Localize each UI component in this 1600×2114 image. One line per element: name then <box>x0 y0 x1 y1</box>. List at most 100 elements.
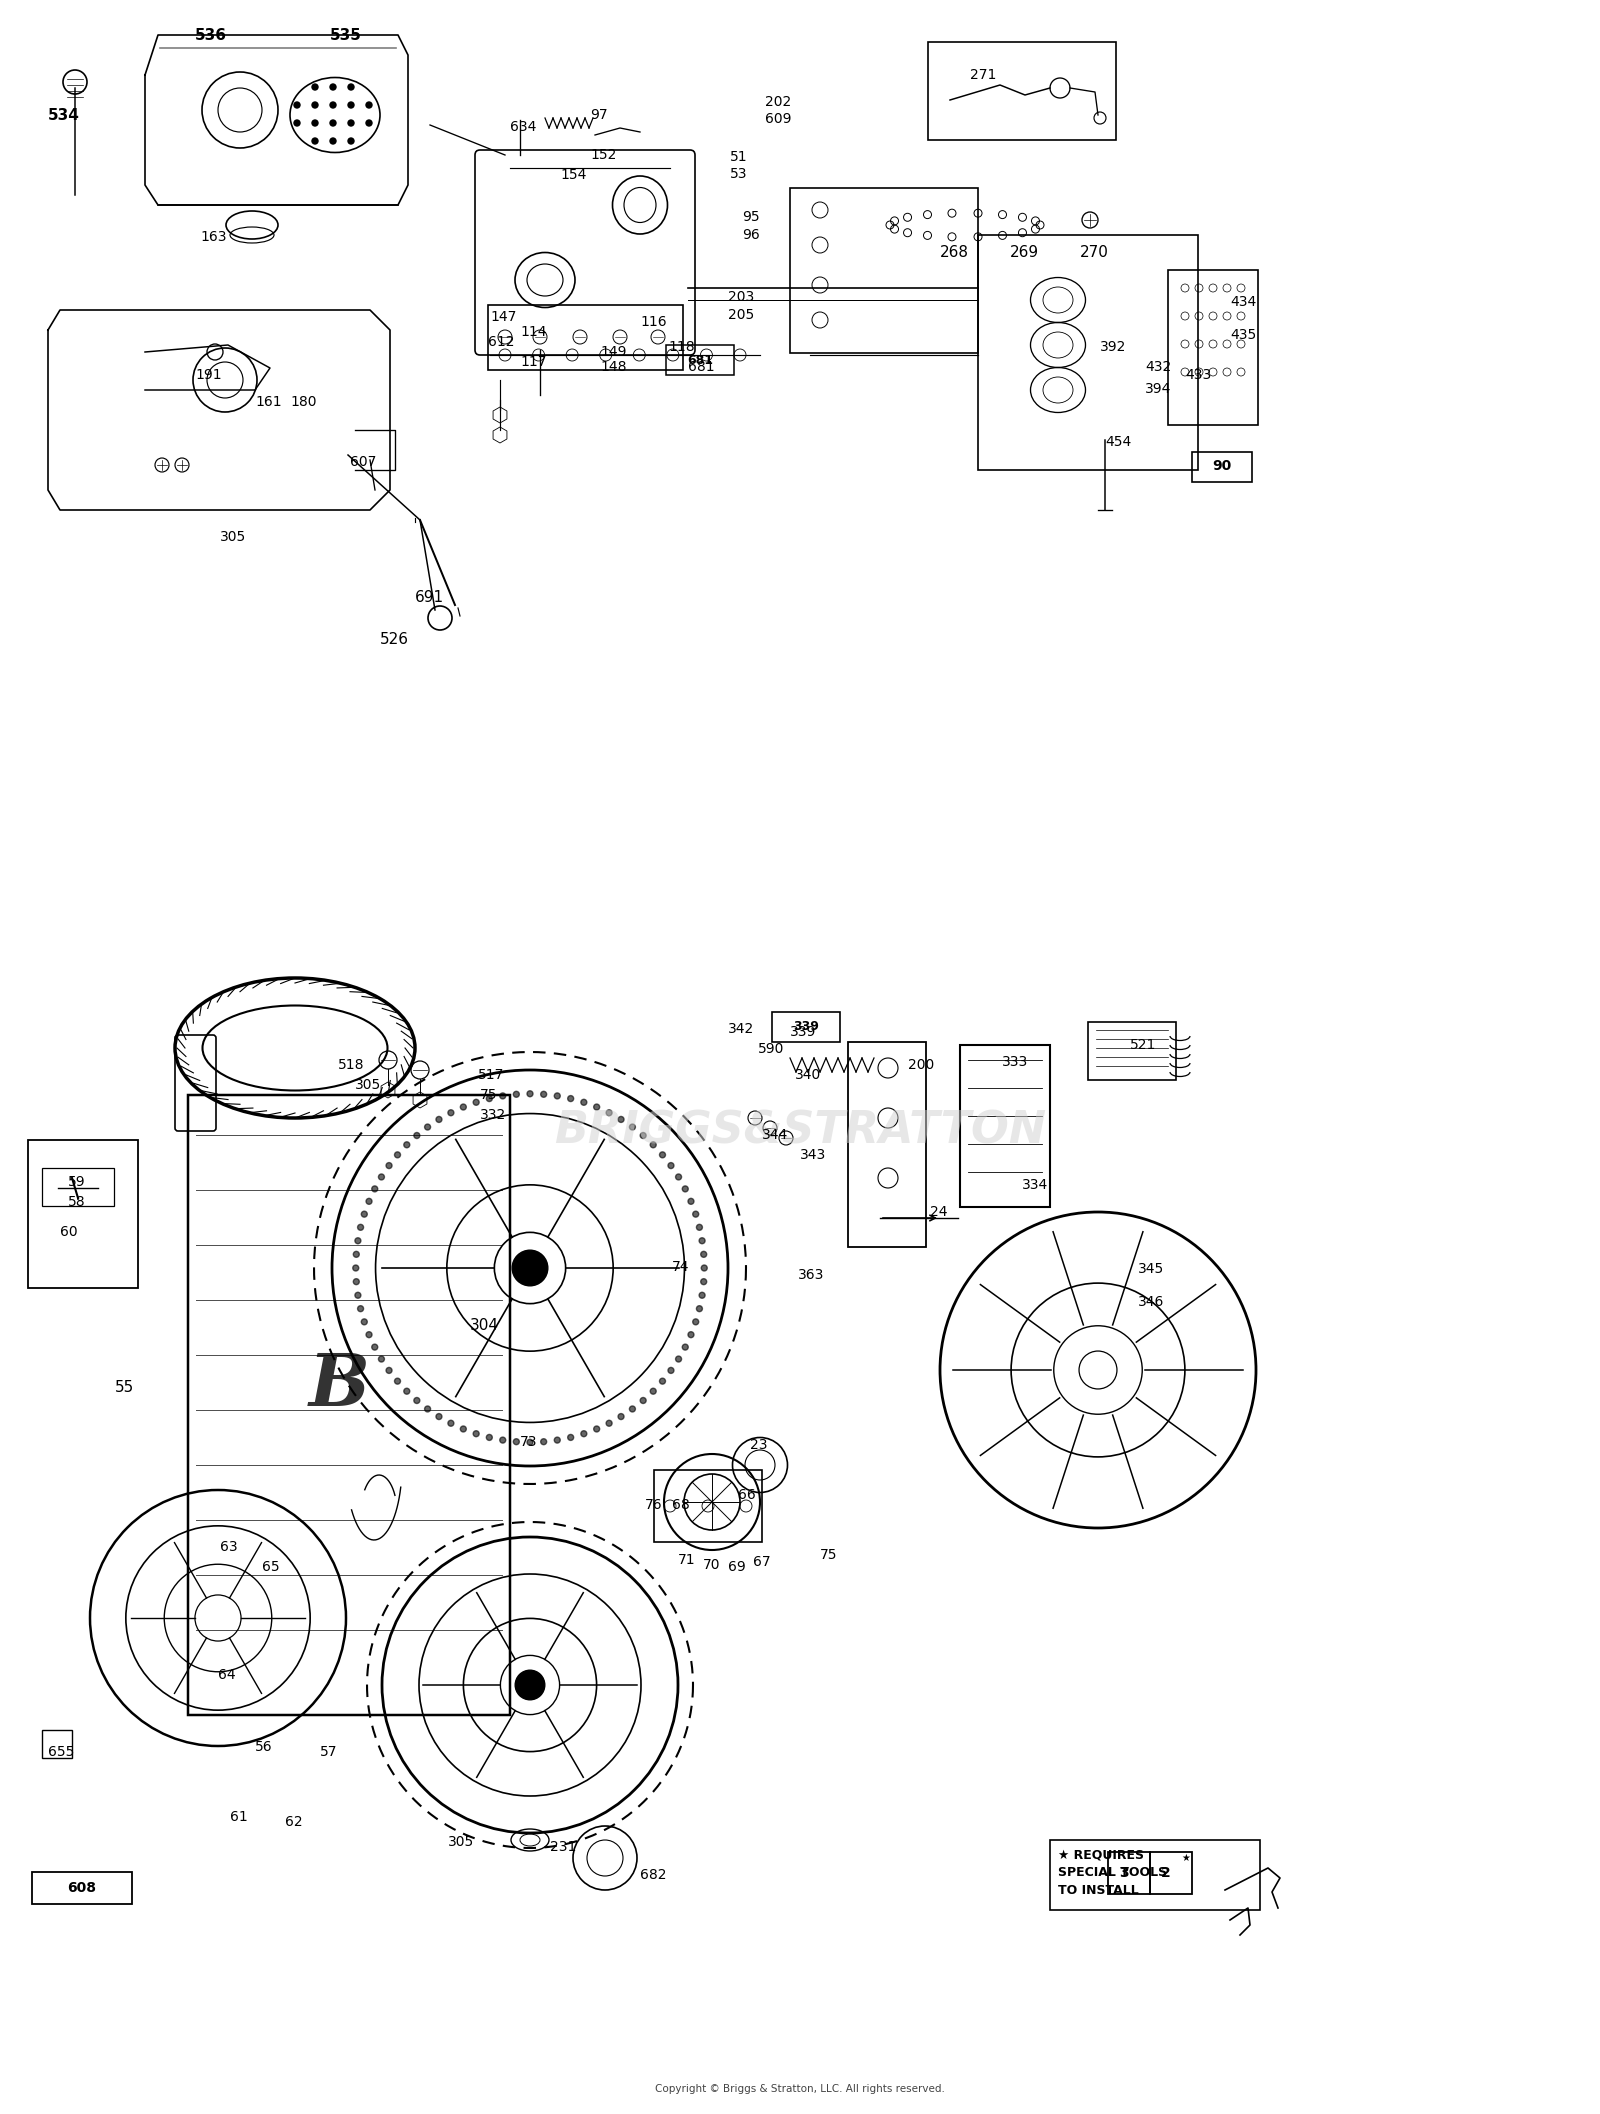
Text: 114: 114 <box>520 326 547 338</box>
Circle shape <box>514 1091 520 1097</box>
Circle shape <box>650 1389 656 1395</box>
Text: 97: 97 <box>590 108 608 123</box>
Text: 58: 58 <box>67 1194 86 1209</box>
Circle shape <box>357 1306 363 1311</box>
Circle shape <box>693 1211 699 1218</box>
Circle shape <box>693 1319 699 1325</box>
Circle shape <box>515 1670 544 1700</box>
Text: 609: 609 <box>765 112 792 127</box>
Circle shape <box>461 1427 466 1431</box>
Circle shape <box>581 1099 587 1106</box>
Text: 23: 23 <box>750 1438 768 1452</box>
Text: 634: 634 <box>510 120 536 133</box>
Text: 147: 147 <box>490 311 517 323</box>
Text: 304: 304 <box>470 1317 499 1334</box>
Circle shape <box>330 120 336 127</box>
Text: 517: 517 <box>478 1068 504 1082</box>
Text: 269: 269 <box>1010 245 1038 260</box>
Circle shape <box>514 1440 520 1444</box>
Circle shape <box>371 1345 378 1351</box>
Text: BRIGGS&STRATTON: BRIGGS&STRATTON <box>554 1110 1046 1152</box>
Circle shape <box>701 1264 707 1271</box>
Text: 73: 73 <box>520 1435 538 1448</box>
Circle shape <box>448 1421 454 1427</box>
Circle shape <box>526 1091 533 1097</box>
Circle shape <box>312 85 318 91</box>
Text: 305: 305 <box>221 531 246 543</box>
Circle shape <box>448 1110 454 1116</box>
Text: 60: 60 <box>61 1224 78 1239</box>
Text: 612: 612 <box>488 334 515 349</box>
Circle shape <box>594 1104 600 1110</box>
Text: 69: 69 <box>728 1560 746 1575</box>
Circle shape <box>379 1173 384 1180</box>
Circle shape <box>330 101 336 108</box>
Circle shape <box>499 1438 506 1444</box>
Circle shape <box>699 1292 706 1298</box>
Circle shape <box>395 1378 400 1385</box>
Text: 75: 75 <box>819 1547 837 1562</box>
Circle shape <box>688 1199 694 1205</box>
Text: 332: 332 <box>480 1108 506 1123</box>
Text: 231: 231 <box>550 1839 576 1854</box>
Text: B: B <box>309 1349 370 1421</box>
Text: 62: 62 <box>285 1816 302 1829</box>
Circle shape <box>696 1306 702 1311</box>
Circle shape <box>366 120 371 127</box>
Text: 95: 95 <box>742 209 760 224</box>
Circle shape <box>354 1279 360 1285</box>
Text: 53: 53 <box>730 167 747 182</box>
Circle shape <box>355 1292 362 1298</box>
Circle shape <box>414 1397 419 1404</box>
Text: 70: 70 <box>702 1558 720 1573</box>
Text: 90: 90 <box>1213 459 1232 474</box>
Text: 681: 681 <box>686 353 714 366</box>
Text: 24: 24 <box>930 1205 947 1220</box>
Circle shape <box>629 1125 635 1131</box>
Circle shape <box>581 1431 587 1438</box>
Circle shape <box>486 1435 493 1440</box>
Circle shape <box>362 1211 368 1218</box>
Text: 152: 152 <box>590 148 616 163</box>
Text: 521: 521 <box>1130 1038 1157 1053</box>
Text: ★: ★ <box>1182 1854 1190 1862</box>
Circle shape <box>486 1095 493 1101</box>
Text: 392: 392 <box>1101 340 1126 353</box>
Circle shape <box>362 1319 368 1325</box>
Text: 536: 536 <box>195 27 227 42</box>
Circle shape <box>474 1431 478 1438</box>
Text: 333: 333 <box>1002 1055 1029 1070</box>
Circle shape <box>330 85 336 91</box>
Text: 681: 681 <box>688 359 715 374</box>
Text: 691: 691 <box>414 590 445 605</box>
Circle shape <box>541 1440 547 1444</box>
Circle shape <box>629 1406 635 1412</box>
Circle shape <box>701 1279 707 1285</box>
Circle shape <box>424 1406 430 1412</box>
Circle shape <box>349 85 354 91</box>
Circle shape <box>414 1133 419 1139</box>
Text: 535: 535 <box>330 27 362 42</box>
Circle shape <box>424 1125 430 1131</box>
Circle shape <box>395 1152 400 1158</box>
Text: 154: 154 <box>560 167 586 182</box>
Text: 394: 394 <box>1146 383 1171 395</box>
Text: 363: 363 <box>798 1268 824 1281</box>
Text: 191: 191 <box>195 368 222 383</box>
Text: 340: 340 <box>795 1068 821 1082</box>
Text: 64: 64 <box>218 1668 235 1683</box>
Circle shape <box>688 1332 694 1338</box>
Text: 518: 518 <box>338 1057 365 1072</box>
Circle shape <box>618 1116 624 1123</box>
Text: 205: 205 <box>728 309 754 321</box>
Text: 57: 57 <box>320 1744 338 1759</box>
Text: 96: 96 <box>742 228 760 241</box>
Text: 344: 344 <box>762 1129 789 1142</box>
Circle shape <box>659 1378 666 1385</box>
Circle shape <box>366 101 371 108</box>
Text: 305: 305 <box>355 1078 381 1093</box>
Circle shape <box>461 1104 466 1110</box>
Text: 526: 526 <box>381 632 410 647</box>
Text: 434: 434 <box>1230 296 1256 309</box>
Circle shape <box>650 1142 656 1148</box>
